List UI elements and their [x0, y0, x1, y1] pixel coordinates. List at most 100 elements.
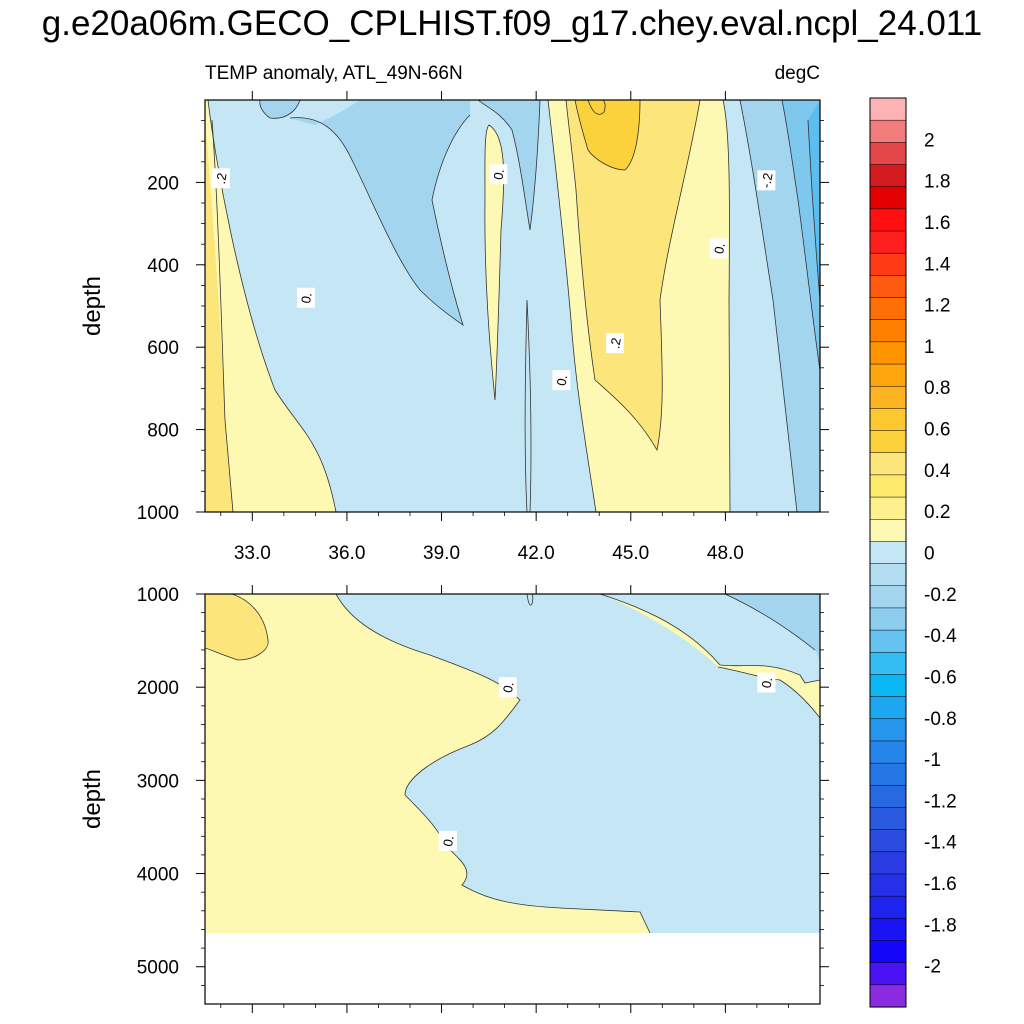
colorbar-label: -0.4 — [924, 626, 957, 647]
colorbar-box — [869, 918, 907, 942]
colorbar-label: -0.8 — [924, 709, 957, 730]
colorbar-label: 0.6 — [924, 420, 950, 441]
colorbar-box — [869, 319, 907, 343]
colorbar-box — [869, 652, 907, 675]
upper-right-cold3 — [808, 100, 820, 300]
colorbar-box — [869, 962, 907, 986]
upper-left-warm — [205, 100, 336, 512]
colorbar-label: 1 — [924, 337, 935, 358]
colorbar-box — [869, 718, 907, 742]
lower-y-tick-label: 4000 — [137, 865, 179, 886]
colorbar-box — [869, 474, 907, 498]
colorbar-box — [869, 408, 907, 432]
upper-cold-patch3 — [478, 100, 540, 230]
colorbar-box — [869, 186, 907, 210]
colorbar-label: -1 — [924, 750, 941, 771]
lower-contour-lines — [205, 594, 820, 934]
upper-mid-warm-tongue — [484, 125, 504, 400]
upper-x-tick-label: 39.0 — [423, 543, 460, 564]
lower-y-tick-label: 1000 — [137, 585, 179, 606]
lower-contour-label: 0. — [759, 676, 776, 689]
figure-title: g.e20a06m.GECO_CPLHIST.f09_g17.chey.eval… — [41, 4, 983, 43]
colorbar-box — [869, 873, 907, 897]
colorbar-box — [869, 97, 907, 121]
upper-contour-label-box — [489, 164, 508, 185]
colorbar-box — [869, 363, 907, 387]
colorbar-box — [869, 275, 907, 299]
colorbar-label: 0.2 — [924, 502, 950, 523]
upper-x-tick-label: 48.0 — [707, 543, 744, 564]
colorbar-box — [869, 674, 907, 698]
lower-contour-label-box — [757, 672, 776, 693]
upper-y-tick-label: 200 — [147, 173, 179, 194]
lower-missing-region — [205, 933, 820, 1004]
colorbar-label: 2 — [924, 130, 935, 151]
colorbar-label: 1.4 — [924, 254, 951, 275]
lower-y-tick-label: 5000 — [137, 958, 179, 979]
upper-cold-patch1 — [259, 100, 300, 119]
lower-warm-body — [205, 594, 650, 933]
colorbar-box — [869, 518, 907, 542]
colorbar-box — [869, 142, 907, 166]
colorbar-box — [869, 807, 907, 831]
colorbar-box — [869, 563, 907, 587]
colorbar-box — [869, 895, 907, 919]
upper-x-tick-label: 45.0 — [612, 543, 649, 564]
upper-contour-label: 0. — [490, 168, 507, 181]
colorbar-box — [869, 607, 907, 631]
upper-contour-label: 0. — [711, 242, 728, 255]
colorbar-box — [869, 119, 907, 143]
lower-warm-strip — [600, 594, 820, 718]
colorbar-label: 1.6 — [924, 213, 950, 234]
upper-y-axis-label: depth — [79, 276, 106, 336]
upper-x-tick-label: 33.0 — [234, 543, 271, 564]
upper-contour-lines — [207, 100, 820, 512]
colorbar-label: 0 — [924, 544, 935, 565]
colorbar-label: -1.8 — [924, 915, 957, 936]
colorbar-label: 1.8 — [924, 172, 950, 193]
lower-y-axis-label: depth — [79, 769, 106, 829]
colorbar-box — [869, 430, 907, 454]
upper-main-warm3 — [575, 100, 640, 170]
upper-contour-label: -.2 — [758, 172, 775, 190]
upper-contour-label: .2 — [213, 172, 230, 185]
upper-contour-label-box — [211, 168, 230, 189]
colorbar-label: -1.2 — [924, 791, 957, 812]
colorbar-frame — [869, 97, 907, 1008]
upper-contour-field — [205, 100, 820, 512]
colorbar-label: -1.6 — [924, 874, 957, 895]
colorbar-box — [869, 297, 907, 321]
colorbar-label: -0.6 — [924, 667, 957, 688]
colorbar-label: 0.8 — [924, 378, 950, 399]
upper-x-tick-label: 36.0 — [328, 543, 365, 564]
colorbar-box — [869, 740, 907, 764]
upper-y-tick-label: 600 — [147, 338, 179, 359]
colorbar-box — [869, 984, 907, 1008]
lower-contour-label: 0. — [440, 834, 457, 847]
upper-contour-label: .2 — [607, 337, 624, 350]
colorbar-box — [869, 385, 907, 409]
upper-y-tick-label: 800 — [147, 421, 179, 442]
colorbar-box — [869, 585, 907, 609]
upper-contour-label: 0. — [554, 374, 571, 387]
upper-contour-label-box — [552, 370, 571, 391]
lower-y-tick-label: 2000 — [137, 678, 179, 699]
colorbar-label: -0.2 — [924, 585, 957, 606]
colorbar-box — [869, 341, 907, 365]
colorbar-box — [869, 230, 907, 254]
lower-warm-patch — [205, 594, 269, 660]
upper-y-tick-label: 1000 — [137, 503, 179, 524]
upper-y-tick-label: 400 — [147, 256, 179, 277]
colorbar-box — [869, 629, 907, 653]
upper-contour-label-box — [296, 287, 315, 308]
colorbar-label: 0.4 — [924, 461, 951, 482]
colorbar-box — [869, 496, 907, 520]
colorbar-box — [869, 785, 907, 809]
upper-contour-label-box — [710, 238, 729, 259]
colorbar-box — [869, 696, 907, 720]
colorbar-box — [869, 252, 907, 276]
colorbar-box — [869, 762, 907, 786]
colorbar-label: 1.2 — [924, 296, 950, 317]
colorbar-box — [869, 452, 907, 476]
